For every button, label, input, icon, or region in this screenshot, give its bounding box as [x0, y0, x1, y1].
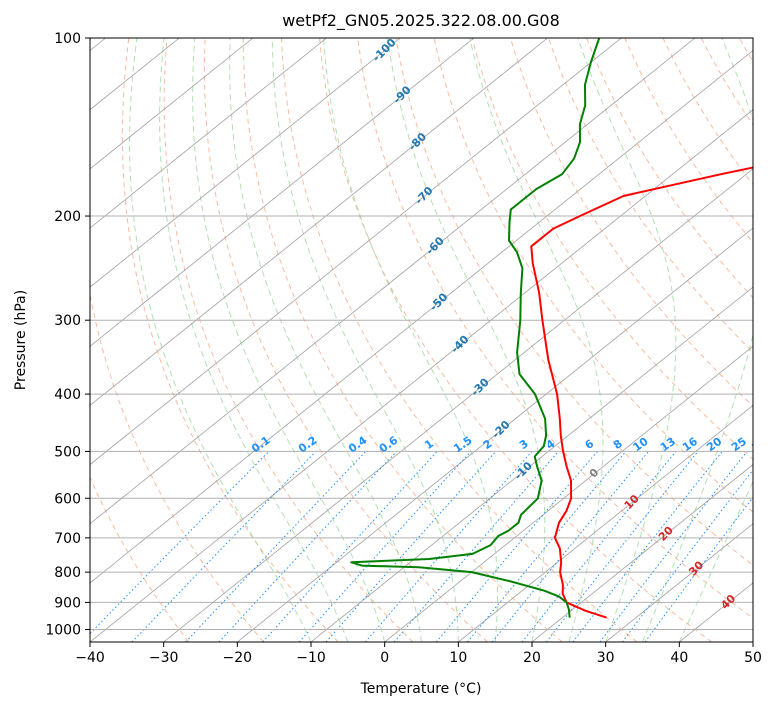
y-tick-label: 300	[54, 313, 81, 329]
mixing-ratio-line	[436, 451, 598, 642]
mixing-ratio-line	[131, 451, 317, 642]
mixing-ratio-line	[644, 496, 753, 642]
mixing-ratio-line	[218, 451, 397, 642]
x-tick-label: 30	[597, 650, 615, 666]
y-tick-label: 800	[54, 565, 81, 581]
moist-adiabat	[192, 38, 386, 642]
y-tick-label: 1000	[45, 622, 81, 638]
y-tick-label: 400	[54, 387, 81, 403]
moist-adiabat	[642, 38, 753, 642]
mixing-ratio-line	[185, 451, 367, 642]
isotherm-line	[163, 168, 753, 642]
mixing-ratio-line	[90, 451, 270, 635]
mixing-ratio-line	[467, 451, 627, 642]
isotherm-line	[90, 38, 401, 288]
moist-adiabat	[577, 38, 677, 642]
moist-adiabat	[229, 38, 422, 642]
isotherm-line	[458, 404, 753, 642]
moist-adiabat	[469, 38, 604, 642]
y-tick-label: 200	[54, 209, 81, 225]
dry-adiabat	[242, 38, 563, 642]
x-tick-label: −20	[223, 650, 253, 666]
dry-adiabat	[586, 38, 753, 299]
x-tick-label: 10	[449, 650, 467, 666]
moist-adiabat	[678, 480, 753, 642]
y-tick-label: 100	[54, 31, 81, 47]
y-axis: 100 200 300 400 500 600 700 800 900 1000	[45, 31, 90, 638]
isotherm-line	[237, 227, 753, 642]
x-tick-label: 40	[670, 650, 688, 666]
dry-adiabat	[90, 38, 264, 642]
isotherm-line	[90, 38, 696, 525]
mixing-ratio-line	[599, 451, 748, 642]
mixing-ratio-line	[262, 451, 438, 642]
dry-adiabat	[281, 38, 638, 642]
plot-area	[90, 38, 753, 642]
x-tick-label: −30	[149, 650, 179, 666]
moist-adiabat	[323, 38, 498, 642]
isotherm-line	[384, 345, 753, 642]
dry-adiabat	[203, 38, 488, 642]
y-axis-title: Pressure (hPa)	[13, 290, 29, 390]
dewpoint-profile	[350, 38, 601, 618]
x-axis-title: Temperature (°C)	[360, 681, 482, 697]
mixing-ratio-line	[545, 451, 699, 642]
x-tick-label: 50	[744, 650, 762, 666]
isotherm-line	[90, 38, 622, 466]
isotherm-line	[310, 286, 753, 642]
y-tick-label: 500	[54, 444, 81, 460]
y-tick-label: 900	[54, 595, 81, 611]
isotherm-line	[90, 50, 753, 584]
x-tick-label: −40	[75, 650, 105, 666]
dry-adiabat	[357, 38, 753, 619]
y-tick-label: 700	[54, 531, 81, 547]
background-lines	[90, 38, 753, 642]
mixing-ratio-line	[521, 451, 677, 642]
moist-adiabat	[271, 38, 459, 642]
mixing-ratio-label: 30	[749, 435, 769, 455]
x-tick-label: 0	[380, 650, 389, 666]
mixing-ratio-line	[491, 451, 649, 642]
dry-adiabat	[509, 38, 753, 407]
y-tick-label: 600	[54, 491, 81, 507]
chart-title: wetPf2_GN05.2025.322.08.00.G08	[282, 11, 560, 31]
x-axis: −40 −30 −20 −10 0 10 20 30 40 50	[75, 642, 762, 666]
isotherm-line	[90, 38, 254, 170]
mixing-ratio-line	[325, 451, 497, 642]
isotherm-line	[531, 464, 753, 642]
mixing-ratio-line	[298, 451, 472, 642]
isotherm-line	[605, 523, 753, 642]
isotherm-line	[90, 38, 327, 229]
dry-adiabat	[90, 476, 190, 642]
profiles	[350, 38, 753, 619]
moist-adiabat	[387, 38, 546, 642]
x-tick-label: 20	[523, 650, 541, 666]
x-tick-label: −10	[296, 650, 326, 666]
plot-frame	[89, 37, 754, 643]
isotherm-line	[90, 38, 475, 347]
isotherm-line	[90, 38, 548, 406]
dry-adiabat	[319, 38, 712, 642]
temperature-profile	[530, 166, 753, 619]
pressure-gridlines	[90, 38, 753, 630]
dry-adiabat	[395, 38, 753, 566]
moist-adiabat	[159, 38, 349, 642]
dry-adiabat	[548, 38, 753, 354]
mixing-ratio-line	[622, 469, 753, 642]
dry-adiabat	[471, 38, 753, 461]
isotherm-line	[90, 109, 753, 642]
